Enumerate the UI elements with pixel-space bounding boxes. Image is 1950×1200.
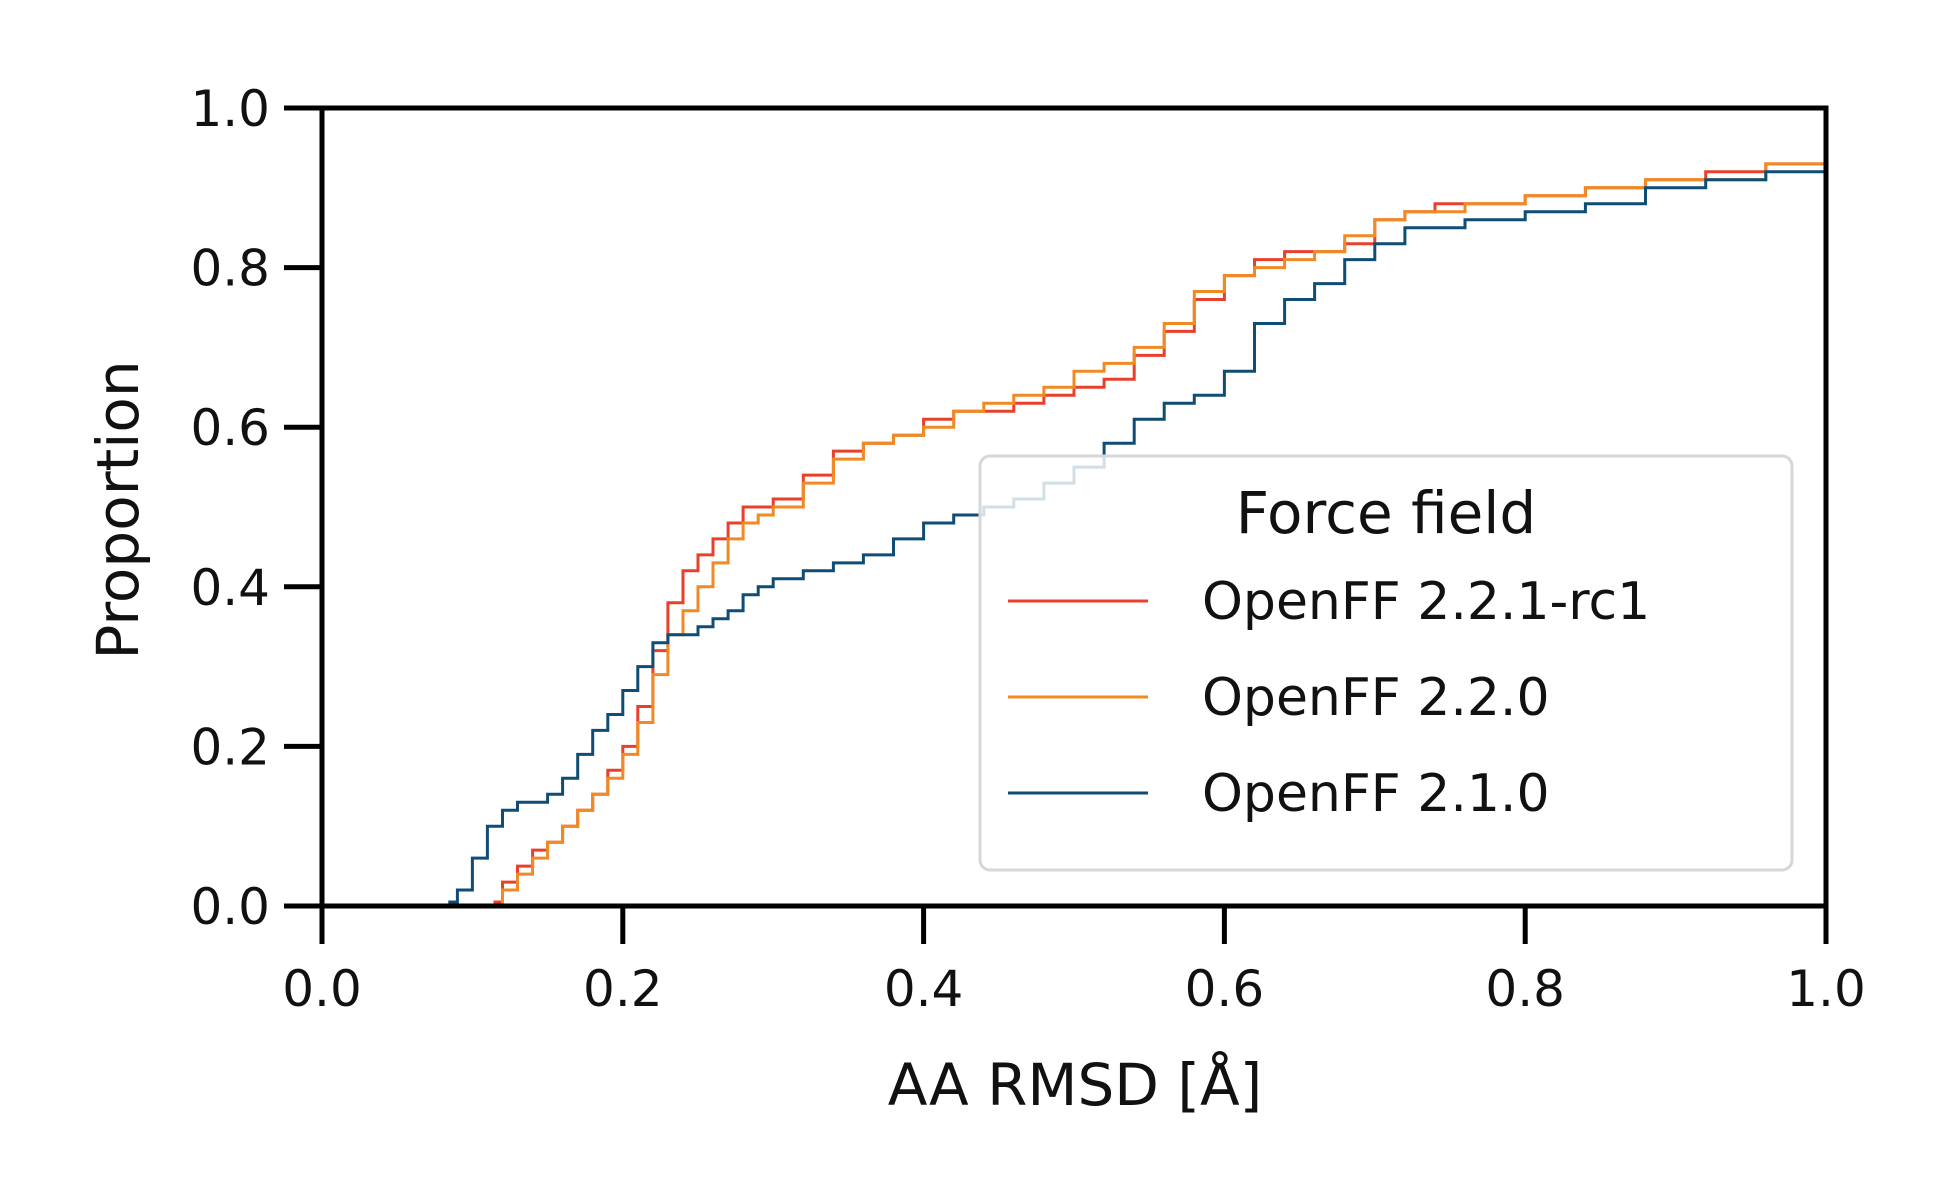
axes [319, 105, 1829, 909]
y-tick-label: 0.2 [190, 718, 270, 776]
x-tick-label: 0.0 [282, 960, 362, 1018]
series-line-1 [457, 151, 1828, 908]
x-tick-label: 0.4 [884, 960, 964, 1018]
y-axis-label: Proportion [84, 360, 152, 659]
legend-box [978, 454, 1794, 872]
x-tick-label: 1.0 [1786, 960, 1866, 1018]
legend-label: OpenFF 2.1.0 [1202, 764, 1550, 824]
x-axis-label: AA RMSD [Å] [888, 1050, 1263, 1119]
x-tick-label: 0.8 [1485, 960, 1565, 1018]
y-tick-label: 0.6 [190, 399, 270, 457]
y-tick-label: 0.4 [190, 559, 270, 617]
legend-title: Force field [1236, 479, 1537, 547]
series-line-2 [442, 163, 1828, 908]
legend-label: OpenFF 2.2.0 [1202, 668, 1550, 728]
plot-frame [319, 105, 1829, 909]
legend-entries: OpenFF 2.2.1-rc1 OpenFF 2.2.0 OpenFF 2.1.0 [1008, 572, 1650, 824]
legend-label: OpenFF 2.2.1-rc1 [1202, 572, 1650, 632]
legend: Force field OpenFF 2.2.1-rc1 OpenFF 2.2.0… [978, 454, 1794, 872]
x-tick-label: 0.2 [583, 960, 663, 1018]
y-tick-label: 0.8 [190, 240, 270, 298]
y-tick-label: 1.0 [190, 80, 270, 138]
x-tick-label: 0.6 [1185, 960, 1265, 1018]
y-tick-label: 0.0 [190, 878, 270, 936]
plot-lines [442, 151, 1828, 908]
ticks: 0.0 0.2 0.4 0.6 0.8 1.0 0.0 0.2 0.4 0.6 0.8 1.0 [190, 80, 1865, 1018]
